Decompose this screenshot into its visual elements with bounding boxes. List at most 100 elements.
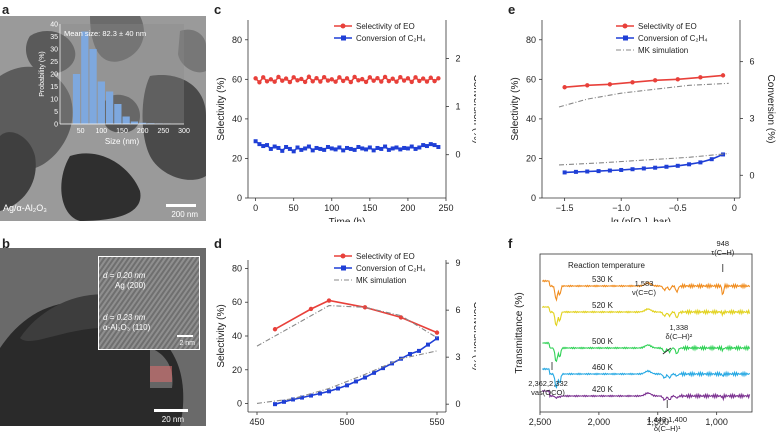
data-point bbox=[337, 75, 342, 80]
chart-c: 0 50 100 150 200 250 0 20 40 60 80 0 1 2 Time (h) Selec… bbox=[216, 20, 476, 222]
data-point bbox=[367, 145, 372, 150]
x-tick-label: 2,500 bbox=[529, 417, 552, 427]
series-line-3 bbox=[256, 350, 438, 404]
data-point bbox=[253, 139, 258, 144]
data-point bbox=[310, 79, 315, 84]
series-line-0 bbox=[274, 299, 438, 334]
inset-x-label: Size (nm) bbox=[105, 137, 140, 146]
data-point bbox=[291, 149, 296, 154]
data-point bbox=[325, 78, 331, 83]
data-point bbox=[619, 167, 624, 172]
panel-label-f: f bbox=[508, 236, 513, 251]
data-point bbox=[300, 395, 304, 400]
data-point bbox=[607, 82, 613, 87]
data-point bbox=[363, 375, 367, 380]
data-point bbox=[405, 76, 411, 81]
legend-label: Conversion of C₂H₄ bbox=[356, 264, 426, 273]
data-point bbox=[280, 78, 285, 83]
data-point bbox=[265, 143, 270, 148]
data-point bbox=[375, 145, 380, 150]
series-line-2 bbox=[256, 305, 438, 347]
data-point bbox=[698, 75, 703, 80]
x-axis-label: Time (h) bbox=[329, 217, 366, 222]
y-tick-label-right: 0 bbox=[455, 399, 460, 409]
y-tick-label-left: 40 bbox=[232, 114, 242, 124]
data-point bbox=[413, 146, 418, 151]
data-point bbox=[562, 170, 567, 175]
y-tick-label-left: 40 bbox=[526, 114, 536, 124]
plot-frame bbox=[539, 253, 753, 413]
data-point bbox=[310, 148, 315, 153]
y-tick-label-left: 40 bbox=[232, 331, 242, 341]
data-point bbox=[596, 169, 601, 174]
histogram-bar bbox=[97, 81, 105, 124]
data-point bbox=[284, 145, 289, 150]
data-point bbox=[362, 305, 368, 310]
data-point bbox=[354, 379, 358, 384]
data-point bbox=[371, 78, 376, 83]
caption-a: Ag/α-Al₂O₃ bbox=[3, 203, 47, 213]
x-axis-label: lg (p[O₂], bar) bbox=[611, 217, 671, 222]
data-point bbox=[268, 77, 274, 82]
y-axis-label-left: Selectivity (%) bbox=[216, 77, 227, 140]
legend-label: MK simulation bbox=[356, 276, 406, 285]
data-point bbox=[417, 78, 422, 84]
x-tick-label: 200 bbox=[400, 203, 415, 213]
data-point bbox=[390, 76, 395, 81]
inset-y-tick-label: 10 bbox=[50, 97, 58, 104]
data-point bbox=[299, 76, 304, 82]
annotation-text: 1,338 bbox=[669, 323, 688, 332]
data-point bbox=[276, 74, 281, 80]
data-point bbox=[261, 144, 266, 149]
spectrum-label: 420 K bbox=[592, 385, 614, 394]
data-point bbox=[413, 75, 418, 80]
spectrum-label: 520 K bbox=[592, 301, 614, 310]
spectrum-line bbox=[542, 367, 751, 389]
data-point bbox=[337, 145, 342, 150]
data-point bbox=[436, 145, 441, 150]
spectrum-line bbox=[541, 305, 751, 327]
annotation-text: ν(C=C) bbox=[632, 288, 656, 297]
data-point bbox=[607, 168, 612, 173]
annotation-arrow bbox=[662, 347, 672, 355]
inset-x-tick-label: 100 bbox=[95, 128, 107, 135]
data-point bbox=[394, 79, 399, 84]
data-point bbox=[409, 144, 414, 149]
data-point bbox=[585, 169, 590, 174]
hrtem-lattice bbox=[99, 257, 199, 349]
data-point bbox=[356, 145, 361, 150]
inset-y-tick-label: 15 bbox=[50, 84, 58, 91]
panel-label-d: d bbox=[214, 236, 222, 251]
x-tick-label: 550 bbox=[429, 417, 444, 427]
legend-marker bbox=[340, 253, 346, 259]
data-point bbox=[428, 75, 433, 80]
y-tick-label-right: 6 bbox=[455, 305, 460, 315]
data-point bbox=[408, 352, 412, 357]
data-point bbox=[424, 144, 429, 149]
data-point bbox=[272, 79, 277, 84]
data-point bbox=[308, 306, 314, 312]
x-tick-label: 2,000 bbox=[588, 417, 611, 427]
data-point bbox=[562, 85, 567, 90]
y-tick-label-left: 80 bbox=[232, 35, 242, 45]
hrtem-text-3: d = 0.23 nm bbox=[103, 313, 146, 322]
data-point bbox=[302, 79, 308, 85]
data-point bbox=[386, 147, 391, 152]
x-tick-label: −1.5 bbox=[556, 203, 574, 213]
hrtem-inset: d = 0.20 nm Ag (200) d = 0.23 nm α-Al₂O₃… bbox=[98, 256, 200, 350]
hrtem-scalebar bbox=[177, 335, 193, 337]
inset-y-tick-label: 35 bbox=[50, 34, 58, 41]
data-point bbox=[333, 79, 338, 84]
data-point bbox=[282, 399, 286, 404]
legend-label: Selectivity of EO bbox=[356, 252, 415, 261]
data-point bbox=[720, 73, 726, 78]
data-point bbox=[381, 366, 385, 371]
inset-y-tick-label: 5 bbox=[54, 109, 58, 116]
legend-marker bbox=[622, 23, 628, 29]
data-point bbox=[333, 147, 338, 152]
x-tick-label: 1,500 bbox=[647, 417, 670, 427]
legend-marker bbox=[340, 23, 346, 29]
y-tick-label-right: 9 bbox=[455, 258, 460, 268]
data-point bbox=[435, 336, 439, 341]
data-point bbox=[398, 315, 404, 320]
